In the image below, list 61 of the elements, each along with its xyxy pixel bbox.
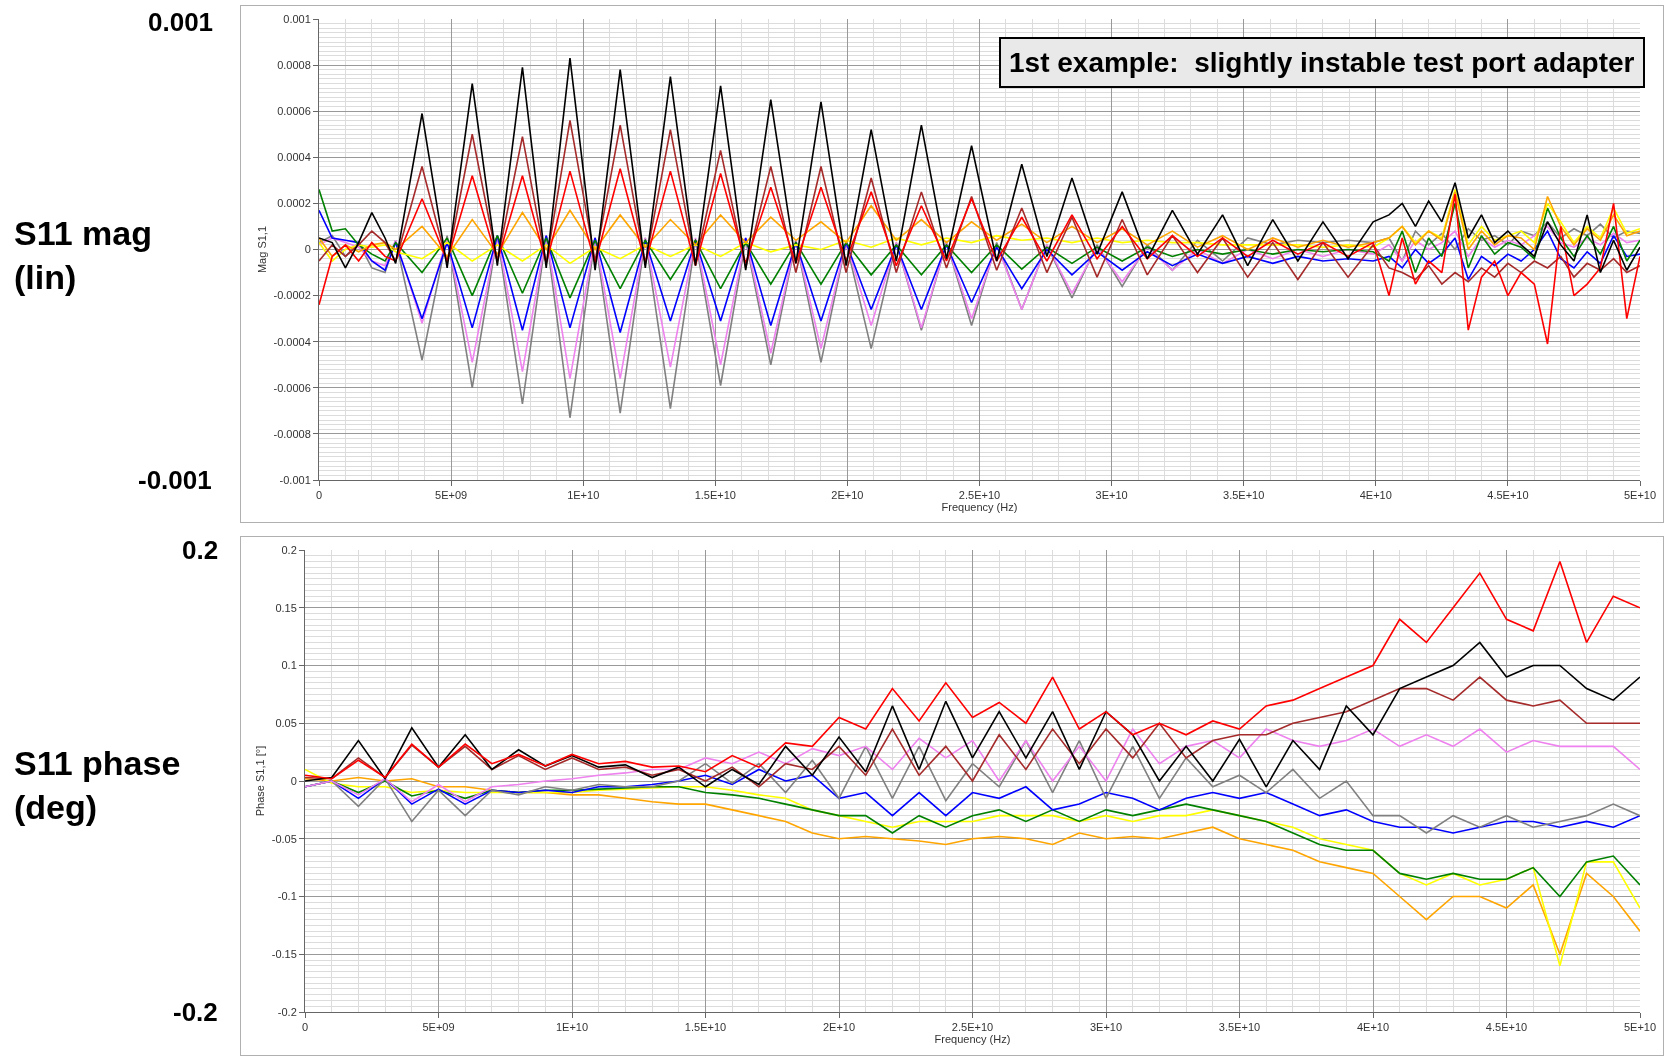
y-tick-label: 0.0002 xyxy=(277,197,311,210)
y-tick-label: -0.0008 xyxy=(273,427,311,440)
annotation: 1st example: slightly instable test port adapter xyxy=(1009,47,1635,78)
x-axis-title: Frequency (Hz) xyxy=(941,501,1018,514)
x-tick-label: 1E+10 xyxy=(567,489,600,502)
x-tick-label: 2.5E+10 xyxy=(951,1021,994,1034)
y-tick-label: 0.0004 xyxy=(277,151,311,164)
y-tick-label: -0.15 xyxy=(271,948,297,961)
text: -0.2 xyxy=(173,997,218,1027)
x-tick-label: 4E+10 xyxy=(1356,1021,1390,1034)
line-series xyxy=(305,560,1640,780)
x-tick-label: 1.5E+10 xyxy=(694,489,736,502)
x-tick-label: 2E+10 xyxy=(831,489,864,502)
y-tick-label: 0 xyxy=(290,774,297,787)
x-tick-label: 4E+10 xyxy=(1359,489,1392,502)
x-tick-label: 1E+10 xyxy=(555,1021,589,1034)
x-tick-label: 2E+10 xyxy=(822,1021,856,1034)
y-tick-label: -0.05 xyxy=(271,832,297,845)
text: 0.001 xyxy=(148,7,214,37)
y-tick-label: -0.001 xyxy=(279,473,311,486)
y-tick-label: -0.0004 xyxy=(273,335,311,348)
line-series xyxy=(319,168,1640,345)
line-series xyxy=(305,641,1640,788)
x-tick-label: 4.5E+10 xyxy=(1485,1021,1528,1034)
x-tick-label: 2.5E+10 xyxy=(958,489,1001,502)
x-tick-label: 5E+10 xyxy=(1623,1021,1657,1034)
x-tick-label: 5E+09 xyxy=(422,1021,455,1034)
x-tick-label: 3E+10 xyxy=(1095,489,1128,502)
y-axis-title: Mag S1,1 xyxy=(256,225,269,274)
x-tick-label: 3E+10 xyxy=(1089,1021,1123,1034)
text: -0.001 xyxy=(138,465,212,495)
x-tick-label: 3.5E+10 xyxy=(1223,489,1265,502)
x-tick-label: 4.5E+10 xyxy=(1487,489,1529,502)
y-tick-label: -0.2 xyxy=(277,1005,297,1018)
x-tick-label: 5E+10 xyxy=(1623,489,1657,502)
y-tick-label: 0.0006 xyxy=(277,105,311,118)
text: S11 phase (deg) xyxy=(14,744,181,827)
y-tick-label: -0.1 xyxy=(277,890,297,903)
line-series xyxy=(305,728,1640,803)
line-series xyxy=(305,676,1640,788)
y-tick-label: 0.15 xyxy=(275,601,297,614)
text: 0.2 xyxy=(182,535,219,565)
y-tick-label: 0.05 xyxy=(275,717,297,730)
y-tick-label: 0 xyxy=(304,243,311,256)
line-series xyxy=(319,209,1640,334)
line-series xyxy=(319,119,1640,285)
x-tick-label: 0 xyxy=(315,489,323,502)
x-tick-label: 3.5E+10 xyxy=(1218,1021,1261,1034)
y-tick-label: -0.0006 xyxy=(273,381,311,394)
y-tick-label: 0.1 xyxy=(281,659,297,672)
text: S11 mag (lin) xyxy=(14,214,152,297)
y-tick-label: 0.2 xyxy=(281,543,297,556)
y-tick-label: -0.0002 xyxy=(273,289,311,302)
line-series xyxy=(319,188,1640,299)
x-tick-label: 5E+09 xyxy=(435,489,468,502)
x-axis-title: Frequency (Hz) xyxy=(934,1033,1011,1046)
line-series xyxy=(319,225,1640,380)
x-tick-label: 1.5E+10 xyxy=(684,1021,727,1034)
y-axis-title: Phase S1,1 [°] xyxy=(254,745,267,817)
y-tick-label: 0.001 xyxy=(283,12,311,25)
y-tick-label: 0.0008 xyxy=(277,58,311,71)
